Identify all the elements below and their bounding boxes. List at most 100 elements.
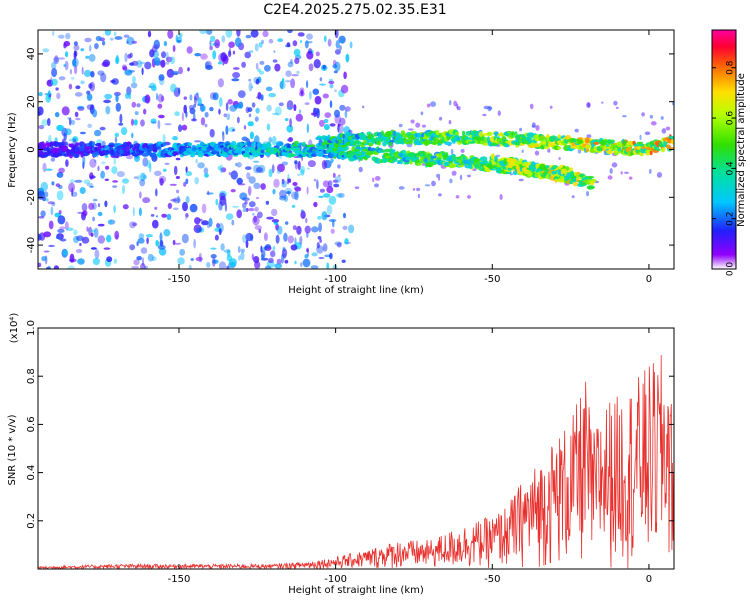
spectrogram-noise-cell <box>253 135 260 145</box>
spectrogram-noise-cell <box>76 235 84 241</box>
spectrogram-noise-cell <box>235 162 238 167</box>
spectrogram-noise-cell <box>248 176 256 184</box>
spectrogram-noise-cell <box>319 119 325 127</box>
spectrogram-ridge-cell <box>505 143 509 148</box>
spectrogram-noise-cell <box>158 247 167 256</box>
spectrogram-ridge-cell <box>353 144 361 147</box>
page-title: C2E4.2025.275.02.35.E31 <box>263 2 447 18</box>
spectrogram-noise-cell <box>210 35 216 42</box>
spectrogram-noise-cell <box>316 242 320 249</box>
spectrogram-noise-cell <box>201 220 209 226</box>
spectrogram-noise-cell <box>248 50 254 53</box>
spectrogram-noise-cell <box>40 181 48 192</box>
spectrogram-noise-cell <box>247 121 254 127</box>
colorbar: 0.0 0.2 0.4 0.6 0.8 Normalized spectral ampl… <box>711 29 747 276</box>
spectrogram-noise-cell <box>649 168 652 174</box>
spectrogram-noise-cell <box>38 106 44 116</box>
spectrogram-noise-cell <box>271 219 280 223</box>
spectrogram-noise-cell <box>451 170 457 176</box>
spectrogram-ridge-cell <box>527 171 533 177</box>
spectrogram-noise-cell <box>105 165 110 170</box>
spectrogram-noise-cell <box>296 225 302 235</box>
spectrogram-noise-cell <box>230 170 238 180</box>
spectrogram-ridge-cell <box>551 170 556 175</box>
spectrogram-noise-cell <box>209 40 212 46</box>
spectrogram-noise-cell <box>329 83 334 89</box>
spectrogram-noise-cell <box>53 265 59 269</box>
spectrogram-noise-cell <box>293 104 297 112</box>
spectrogram-ridge-cell <box>519 166 524 172</box>
spectrogram-noise-cell <box>284 80 291 83</box>
spectrogram-noise-cell <box>87 123 93 128</box>
spectrogram-noise-cell <box>173 165 178 176</box>
spectrogram-noise-cell <box>194 96 197 105</box>
spectrogram-noise-cell <box>398 123 403 128</box>
spectrogram-noise-cell <box>81 203 88 212</box>
spectrogram-noise-cell <box>153 57 161 66</box>
spectrogram-noise-cell <box>332 172 336 178</box>
spectrogram-noise-cell <box>245 34 252 39</box>
spectrogram-x-label: Height of straight line (km) <box>288 285 424 296</box>
spectrogram-noise-cell <box>93 227 99 238</box>
spectrogram-noise-cell <box>157 244 166 250</box>
snr-x-ticks: -150 -100 -50 0 <box>168 328 652 585</box>
spectrogram-noise-cell <box>253 160 260 163</box>
spectrogram-noise-cell <box>268 136 273 144</box>
spectrogram-ridge-cell <box>487 164 495 169</box>
spectrogram-noise-cell <box>344 106 351 112</box>
spectrogram-noise-cell <box>330 228 335 234</box>
spectrogram-noise-cell <box>274 63 281 72</box>
spectrogram-noise-cell <box>306 33 313 40</box>
spectrogram-noise-cell <box>204 111 209 118</box>
spectrogram-noise-cell <box>152 219 159 229</box>
spectrogram-noise-cell <box>86 93 93 102</box>
spectrogram-ridge-cell <box>565 135 572 140</box>
spectrogram-noise-cell <box>75 85 81 90</box>
spectrogram-noise-cell <box>83 179 91 184</box>
spectrogram-ridge-cell <box>461 130 466 136</box>
spectrogram-noise-cell <box>183 96 187 100</box>
spectrogram-noise-cell <box>58 34 65 39</box>
spectrogram-noise-cell <box>339 104 346 111</box>
spectrogram-noise-cell <box>300 209 304 213</box>
spectrogram-ridge-cell <box>340 144 347 148</box>
spectrogram-noise-cell <box>251 86 254 89</box>
spectrogram-noise-cell <box>297 173 301 176</box>
spectrogram-noise-cell <box>178 124 183 132</box>
spectrogram-noise-cell <box>310 265 319 269</box>
spectrogram-noise-cell <box>231 219 235 226</box>
spectrogram-noise-cell <box>132 76 136 83</box>
spectrogram-noise-cell <box>264 64 271 72</box>
spectrogram-noise-cell <box>258 228 262 234</box>
spectrogram-noise-cell <box>207 190 210 196</box>
spectrogram-noise-cell <box>140 172 146 182</box>
spectrogram-ridge-cell <box>579 182 588 187</box>
spectrogram-noise-cell <box>358 166 363 173</box>
spectrogram-noise-cell <box>136 60 143 68</box>
spectrogram-noise-cell <box>94 43 99 50</box>
spectrogram-noise-cell <box>407 128 414 131</box>
spectrogram-noise-cell <box>43 231 52 238</box>
spectrogram-noise-cell <box>337 164 341 169</box>
spectrogram-noise-cell <box>306 80 309 89</box>
spectrogram-noise-cell <box>158 114 165 119</box>
spectrogram-noise-cell <box>272 188 276 195</box>
spectrogram-ridge-cell <box>636 141 644 145</box>
spectrogram-ridge-cell <box>462 156 467 160</box>
spectrogram-noise-cell <box>136 256 142 261</box>
spectrogram-noise-cell <box>90 232 94 237</box>
spectrogram-noise-cell <box>199 30 207 35</box>
spectrogram-noise-cell <box>72 57 79 68</box>
spectrogram-noise-cell <box>417 193 420 199</box>
spectrogram-noise-cell <box>287 235 294 244</box>
spectrogram-noise-cell <box>185 196 190 204</box>
spectrogram-ridge-cell <box>312 150 317 154</box>
spectrogram-noise-cell <box>197 97 202 106</box>
spectrogram-ridge-cell <box>409 131 417 134</box>
spectrogram-noise-cell <box>136 241 139 247</box>
spectrogram-noise-cell <box>162 134 166 144</box>
spectrogram-noise-cell <box>248 82 253 92</box>
spectrogram-noise-cell <box>107 219 116 225</box>
spectrogram-noise-cell <box>283 232 288 242</box>
spectrogram-noise-cell <box>312 88 320 95</box>
